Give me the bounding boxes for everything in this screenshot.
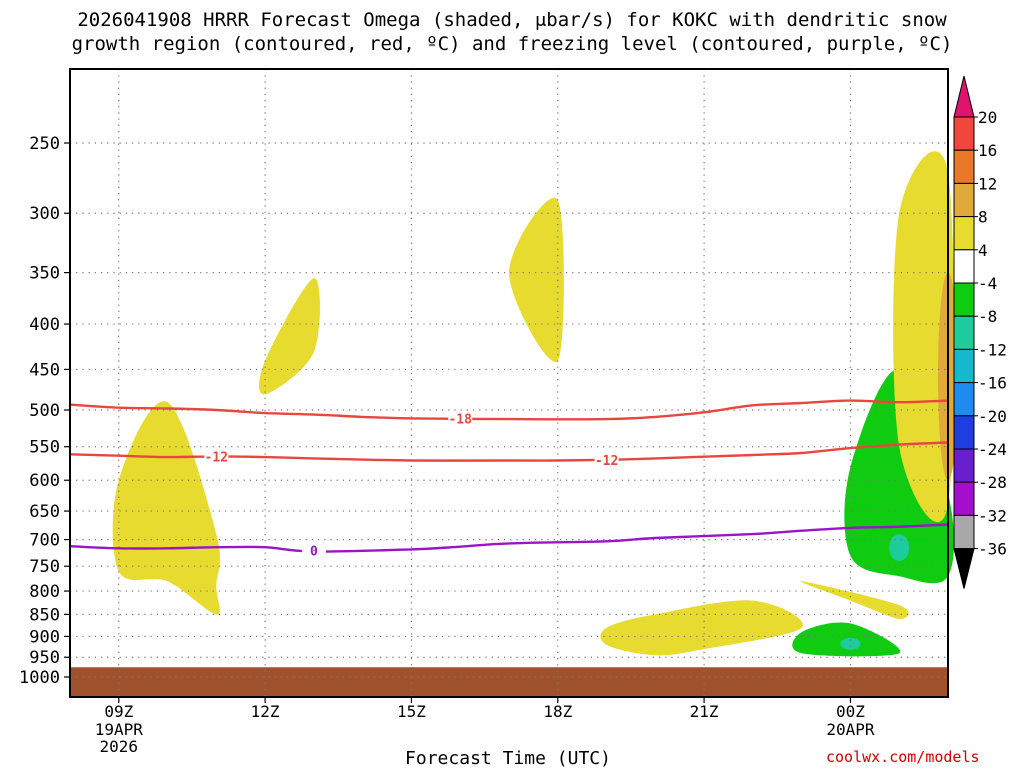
- colorbar-label-0: 20: [978, 108, 997, 127]
- x-tick-sublabel-19APR: 19APR: [95, 720, 144, 739]
- contour-line--12: [69, 441, 949, 462]
- plot-frame: [69, 68, 949, 698]
- contour-layer: -18 -12 -12 0: [69, 399, 949, 559]
- ground-surface: [70, 667, 948, 697]
- contour-label-2: -12: [595, 454, 618, 469]
- x-tick-label-09Z: 09Z: [104, 702, 133, 721]
- colorbar-bin-11: [953, 448, 975, 483]
- omega-region-0: [259, 278, 320, 395]
- y-tick-label-250: 250: [29, 134, 60, 154]
- contour-label-bg-0: [448, 411, 473, 426]
- contour-label-1: -12: [205, 450, 228, 465]
- colorbar-bin-9: [953, 382, 975, 417]
- colorbar-label-5: -4: [978, 274, 997, 293]
- y-tick-label-950: 950: [29, 648, 60, 668]
- y-tick-label-600: 600: [29, 471, 60, 491]
- colorbar-bin-8: [953, 348, 975, 384]
- colorbar-bin-4: [953, 216, 975, 251]
- colorbar-bin-bottom-arrow: [953, 548, 975, 589]
- contour-label-3: 0: [310, 544, 318, 559]
- omega-region-1: [509, 197, 564, 363]
- colorbar-label-2: 12: [978, 174, 997, 193]
- y-tick-label-400: 400: [29, 315, 60, 335]
- colorbar-bin-12: [953, 481, 975, 516]
- chart-title: 2026041908 HRRR Forecast Omega (shaded, …: [71, 9, 953, 55]
- omega-region-6: [800, 581, 909, 619]
- omega-region-11: [893, 151, 955, 523]
- omega-region-8: [840, 637, 861, 650]
- contour-line-0: [69, 523, 949, 553]
- colorbar-label-8: -16: [978, 374, 1007, 393]
- colorbar-label-11: -28: [978, 473, 1007, 492]
- y-axis: 2503003504004505005506006507007508008509…: [19, 134, 70, 688]
- colorbar-label-4: 4: [978, 241, 988, 260]
- x-tick-label-00Z: 00Z: [836, 702, 865, 721]
- x-tick-label-12Z: 12Z: [251, 702, 280, 721]
- colorbar-bin-1: [953, 116, 975, 151]
- omega-region-10: [889, 534, 910, 562]
- y-tick-label-750: 750: [29, 557, 60, 577]
- colorbar-label-7: -12: [978, 340, 1007, 359]
- colorbar-label-12: -32: [978, 506, 1007, 525]
- colorbar-bin-2: [953, 149, 975, 184]
- x-tick-label-15Z: 15Z: [397, 702, 426, 721]
- contour-label-bg-3: [301, 543, 326, 558]
- x-tick-sublabel-20APR: 20APR: [826, 720, 875, 739]
- colorbar-label-3: 8: [978, 208, 988, 227]
- grid-lines: [70, 69, 948, 697]
- y-tick-label-650: 650: [29, 502, 60, 522]
- y-tick-label-800: 800: [29, 582, 60, 602]
- omega-region-2: [112, 401, 220, 615]
- colorbar-bin-7: [953, 315, 975, 350]
- colorbar-bin-top-arrow: [953, 75, 975, 118]
- x-tick-sublabel-2026: 2026: [100, 737, 139, 756]
- colorbar-label-6: -8: [978, 307, 997, 326]
- y-tick-label-550: 550: [29, 438, 60, 458]
- contour-label-bg-2: [594, 452, 619, 467]
- omega-region-5: [600, 600, 803, 656]
- colorbar-bin-6: [953, 282, 975, 317]
- y-tick-label-850: 850: [29, 605, 60, 625]
- credit-link[interactable]: coolwx.com/models: [826, 748, 980, 766]
- x-tick-label-18Z: 18Z: [543, 702, 572, 721]
- contour-line--18: [69, 399, 949, 421]
- y-tick-label-900: 900: [29, 627, 60, 647]
- omega-shading-layer: [112, 151, 958, 657]
- y-tick-label-350: 350: [29, 264, 60, 284]
- y-tick-label-450: 450: [29, 360, 60, 380]
- x-axis-label: Forecast Time (UTC): [405, 748, 611, 768]
- colorbar-label-9: -20: [978, 407, 1007, 426]
- colorbar-bin-10: [953, 415, 975, 450]
- colorbar: 20 16 12 8 4 -4 -8 -12 -16 -20 -24 -28 -32 -36: [953, 75, 1007, 589]
- colorbar-label-13: -36: [978, 540, 1007, 559]
- colorbar-label-10: -24: [978, 440, 1007, 459]
- y-tick-label-700: 700: [29, 531, 60, 551]
- contour-label-0: -18: [448, 412, 472, 427]
- y-tick-label-1000: 1000: [19, 668, 60, 688]
- x-tick-label-21Z: 21Z: [690, 702, 719, 721]
- y-tick-label-300: 300: [29, 204, 60, 224]
- colorbar-bin-13: [953, 514, 975, 550]
- colorbar-bin-3: [953, 182, 975, 218]
- colorbar-label-1: 16: [978, 141, 997, 160]
- colorbar-bin-5: [953, 249, 975, 284]
- contour-label-bg-1: [204, 449, 229, 464]
- y-tick-label-500: 500: [29, 401, 60, 421]
